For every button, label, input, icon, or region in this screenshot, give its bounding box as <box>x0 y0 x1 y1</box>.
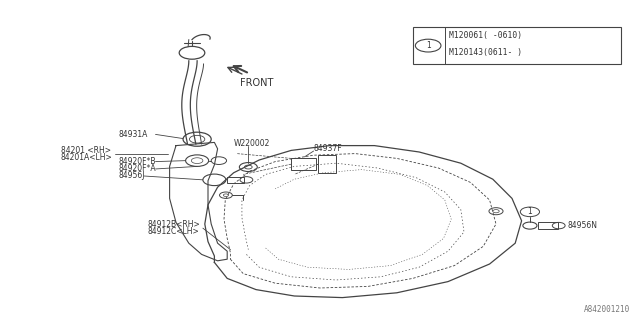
Text: 84956J: 84956J <box>118 172 145 180</box>
Text: W220002: W220002 <box>234 140 270 148</box>
Text: 84912C<LH>: 84912C<LH> <box>147 227 199 236</box>
Text: M120143(0611- ): M120143(0611- ) <box>449 48 522 57</box>
Bar <box>227 177 244 183</box>
Bar <box>318 155 336 173</box>
Bar <box>291 158 316 170</box>
Text: 84920F*A: 84920F*A <box>118 164 156 173</box>
Bar <box>413 27 621 64</box>
Text: 84956N: 84956N <box>567 221 597 230</box>
Text: 84937F: 84937F <box>314 144 342 153</box>
Text: 1: 1 <box>527 207 532 216</box>
Text: FRONT: FRONT <box>240 78 273 88</box>
Text: 84931A: 84931A <box>118 130 148 139</box>
Text: 84920F*B: 84920F*B <box>118 157 156 166</box>
Text: 84912B<RH>: 84912B<RH> <box>147 220 200 229</box>
Text: A842001210: A842001210 <box>584 305 630 314</box>
Text: 84201 <RH>: 84201 <RH> <box>61 146 111 155</box>
Text: 84201A<LH>: 84201A<LH> <box>61 153 113 162</box>
Text: M120061( -0610): M120061( -0610) <box>449 31 522 40</box>
Bar <box>538 222 558 229</box>
Text: 1: 1 <box>426 41 431 50</box>
